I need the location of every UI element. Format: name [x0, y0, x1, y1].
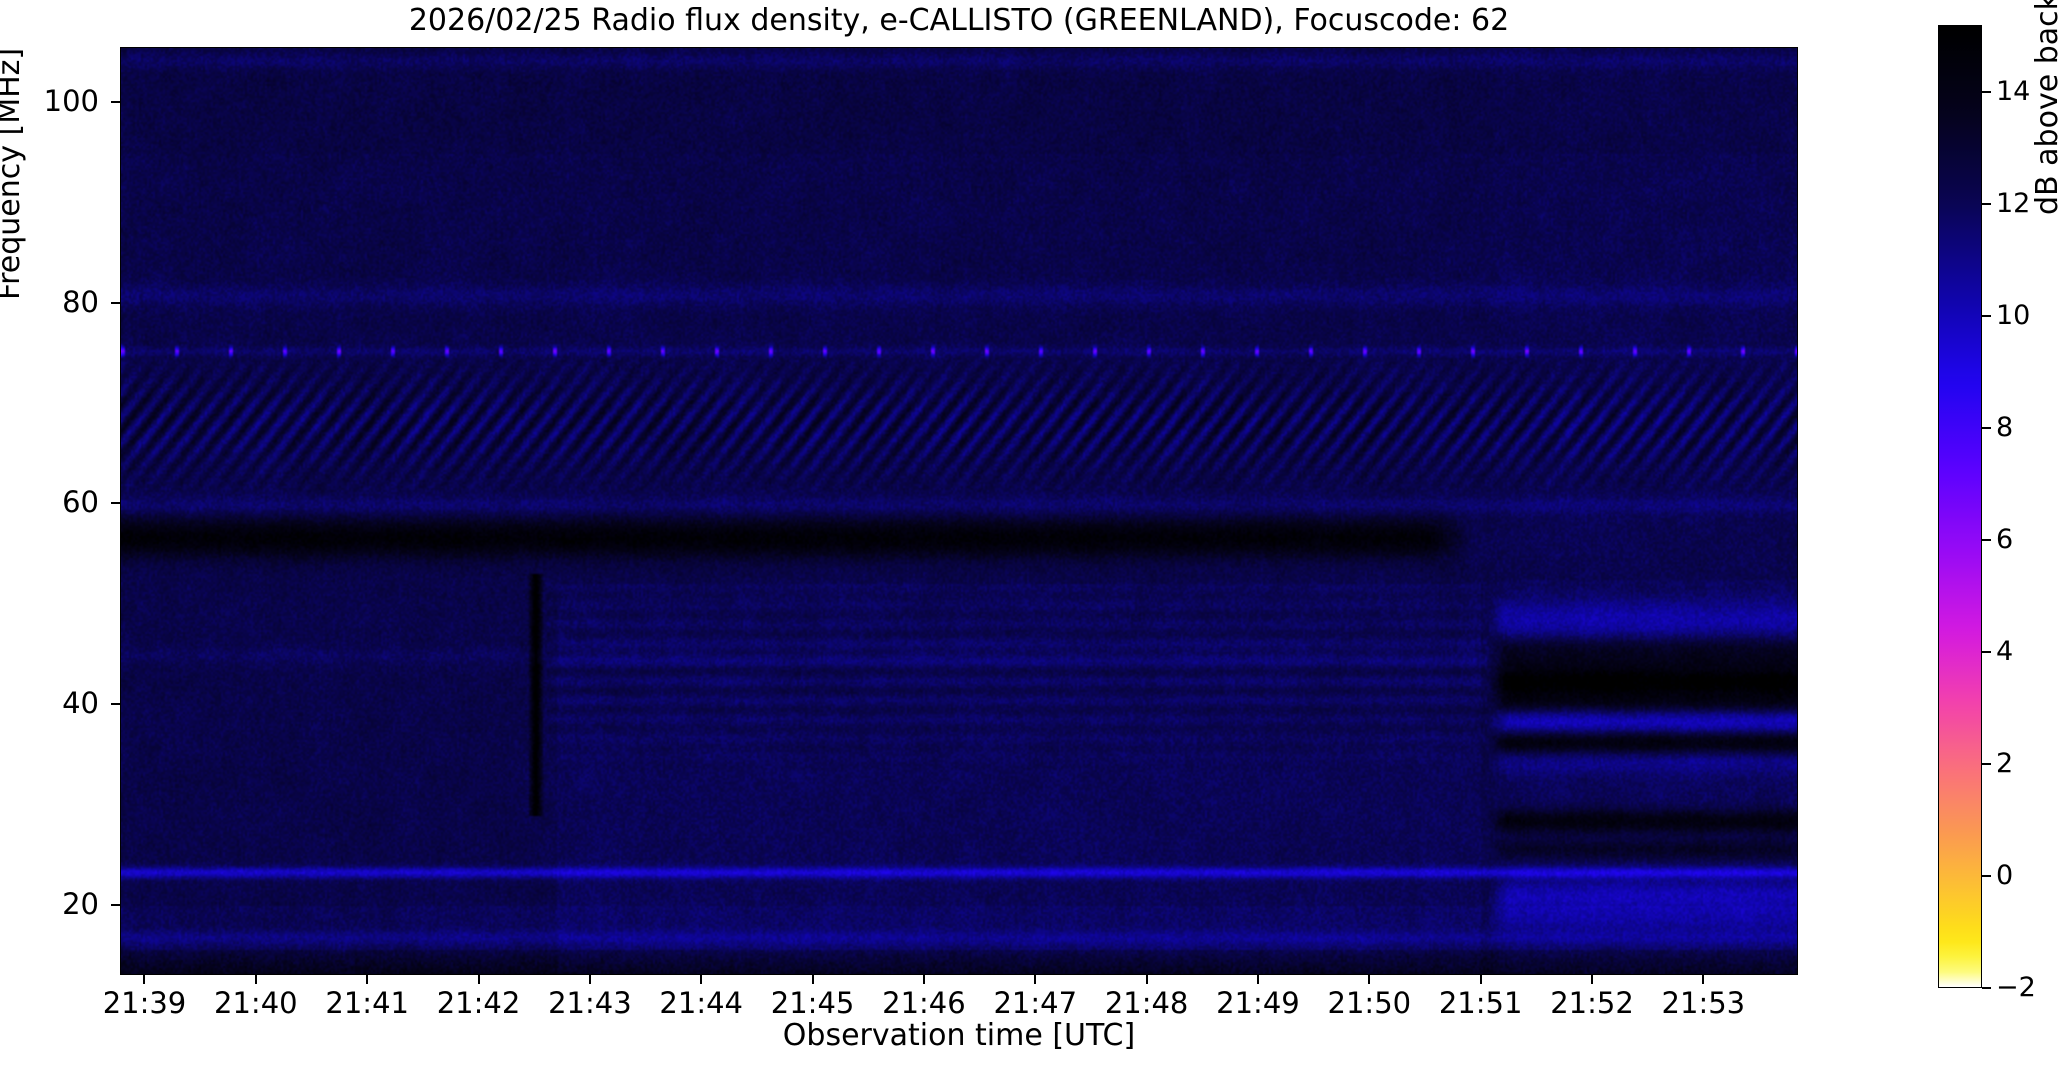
x-tick-mark [700, 975, 703, 984]
y-tick-label: 80 [62, 284, 99, 319]
colorbar-tick-mark [1982, 875, 1991, 878]
x-axis-label: Observation time [UTC] [782, 1018, 1136, 1053]
x-tick-label: 21:40 [214, 986, 298, 1020]
colorbar-tick-mark [1982, 91, 1991, 94]
x-tick-mark [1368, 975, 1371, 984]
colorbar-tick-label: 2 [1996, 748, 2014, 780]
y-tick-label: 40 [62, 686, 99, 721]
colorbar-tick-label: 12 [1996, 188, 2031, 220]
x-tick-mark [811, 975, 814, 984]
page-title: 2026/02/25 Radio flux density, e-CALLIST… [408, 3, 1510, 38]
spectrogram-plot-area[interactable] [120, 47, 1798, 975]
colorbar-tick-label: 14 [1996, 76, 2031, 108]
y-tick-mark [111, 703, 120, 706]
x-tick-label: 21:39 [102, 986, 187, 1020]
x-tick-label: 21:46 [882, 986, 966, 1020]
x-tick-label: 21:49 [1216, 986, 1300, 1020]
x-tick-label: 21:45 [770, 986, 855, 1020]
x-tick-label: 21:41 [325, 986, 409, 1020]
colorbar-tick-mark [1982, 987, 1991, 989]
y-tick-mark [111, 301, 120, 304]
x-tick-label: 21:44 [659, 986, 743, 1020]
y-axis-label: Frequency [MHz] [0, 47, 27, 300]
colorbar-tick-label: 6 [1996, 524, 2014, 556]
colorbar-tick-mark [1982, 203, 1991, 206]
colorbar-tick-mark [1982, 315, 1991, 318]
colorbar-tick-label: 10 [1996, 300, 2031, 332]
x-tick-mark [1256, 975, 1259, 984]
x-tick-mark [366, 975, 369, 984]
y-tick-label: 60 [62, 485, 99, 520]
y-tick-mark [111, 502, 120, 505]
x-tick-mark [922, 975, 925, 984]
x-tick-mark [1145, 975, 1148, 984]
colorbar-tick-label: 0 [1996, 860, 2014, 892]
x-tick-mark [588, 975, 591, 984]
x-tick-mark [1034, 975, 1037, 984]
x-tick-label: 21:50 [1327, 986, 1412, 1020]
colorbar-label: dB above background [2030, 0, 2065, 215]
x-tick-mark [477, 975, 480, 984]
y-tick-label: 100 [43, 84, 99, 119]
x-tick-mark [254, 975, 257, 984]
x-tick-mark [1702, 975, 1705, 984]
x-tick-mark [1591, 975, 1593, 984]
x-tick-label: 21:47 [993, 986, 1078, 1020]
colorbar-tick-mark [1982, 427, 1991, 430]
colorbar-tick-label: 4 [1996, 636, 2014, 668]
x-tick-label: 21:52 [1550, 986, 1634, 1020]
y-tick-mark [111, 101, 120, 104]
colorbar-tick-mark [1982, 651, 1991, 654]
colorbar-tick-mark [1982, 539, 1991, 542]
colorbar-gradient [1938, 25, 1982, 988]
x-tick-mark [143, 975, 146, 984]
y-tick-label: 20 [62, 886, 99, 921]
y-tick-mark [111, 903, 120, 906]
colorbar-tick-label: 8 [1996, 412, 2014, 444]
x-tick-label: 21:48 [1104, 986, 1189, 1020]
colorbar-tick-mark [1982, 763, 1991, 766]
x-tick-label: 21:53 [1661, 986, 1746, 1020]
x-tick-label: 21:42 [436, 986, 521, 1020]
x-tick-label: 21:51 [1438, 986, 1523, 1020]
x-tick-mark [1479, 975, 1482, 984]
spectrogram-canvas[interactable] [121, 48, 1797, 974]
x-tick-label: 21:43 [548, 986, 632, 1020]
colorbar[interactable]: 14 12 10 8 6 4 2 0 −2 [1938, 25, 2036, 1001]
colorbar-tick-label: −2 [1996, 972, 2036, 1003]
